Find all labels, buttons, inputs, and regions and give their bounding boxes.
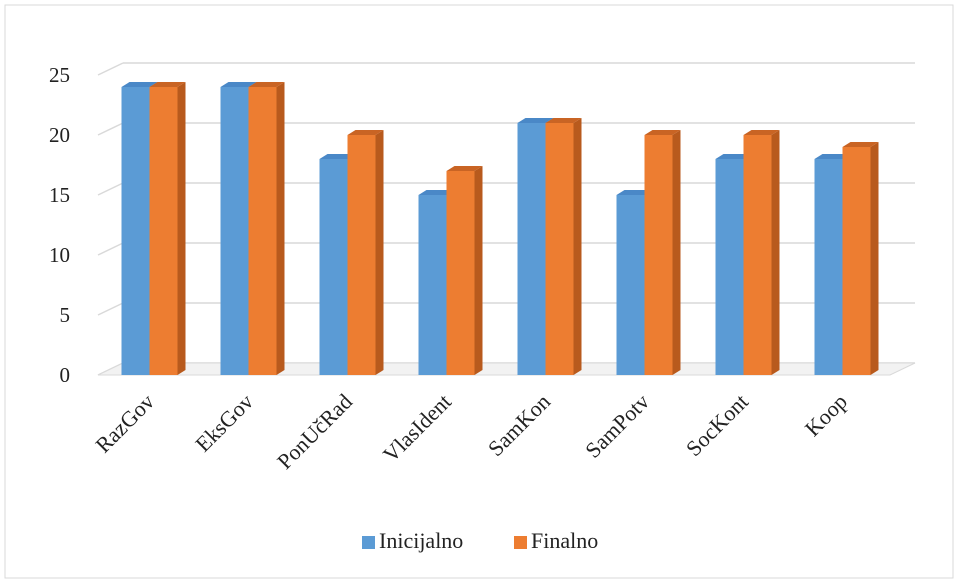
bar-top-inicijalno xyxy=(418,190,455,195)
bar-top-inicijalno xyxy=(121,82,158,87)
gridline-side xyxy=(97,122,124,136)
bar-finalno xyxy=(644,135,673,375)
bar-top-finalno xyxy=(743,130,780,135)
bar-finalno xyxy=(248,87,277,375)
bar-top-inicijalno xyxy=(319,154,356,159)
bar-inicijalno xyxy=(517,123,546,375)
x-tick-label: Koop xyxy=(800,389,852,441)
bar-side-finalno xyxy=(870,142,879,375)
legend-swatch-finalno xyxy=(514,536,527,549)
y-tick-label: 10 xyxy=(49,243,70,267)
y-tick-label: 5 xyxy=(60,303,71,327)
bar-side-finalno xyxy=(573,118,582,375)
x-tick-label: SamKon xyxy=(483,389,555,461)
bar-side-finalno xyxy=(276,82,285,375)
x-tick-label: SamPotv xyxy=(580,389,654,463)
bar-side-finalno xyxy=(474,166,483,375)
y-tick-label: 25 xyxy=(49,63,70,87)
bar-top-finalno xyxy=(842,142,879,147)
gridline-side xyxy=(97,242,124,256)
bar-top-finalno xyxy=(149,82,186,87)
bar-top-finalno xyxy=(545,118,582,123)
legend-swatch-inicijalno xyxy=(362,536,375,549)
bar-top-finalno xyxy=(446,166,483,171)
bar-top-finalno xyxy=(248,82,285,87)
bar-inicijalno xyxy=(319,159,348,375)
gridline-side xyxy=(97,182,124,196)
bar-finalno xyxy=(347,135,376,375)
bar-finalno xyxy=(149,87,178,375)
bar-top-inicijalno xyxy=(517,118,554,123)
gridline-side xyxy=(97,62,124,76)
chart-border xyxy=(4,4,954,579)
bar-inicijalno xyxy=(220,87,249,375)
x-tick-label: VlasIdent xyxy=(378,389,456,467)
x-tick-label: EksGov xyxy=(190,389,258,457)
legend-label-finalno: Finalno xyxy=(531,528,598,553)
bar-top-inicijalno xyxy=(220,82,257,87)
bar-finalno xyxy=(446,171,475,375)
bar-inicijalno xyxy=(121,87,150,375)
bar-top-inicijalno xyxy=(814,154,851,159)
gridline-side xyxy=(97,302,124,316)
bar-side-finalno xyxy=(375,130,384,375)
bar-inicijalno xyxy=(418,195,447,375)
bar-inicijalno xyxy=(814,159,843,375)
bar-finalno xyxy=(743,135,772,375)
bar-top-finalno xyxy=(644,130,681,135)
y-tick-label: 0 xyxy=(60,363,71,387)
bar-finalno xyxy=(545,123,574,375)
bar-inicijalno xyxy=(715,159,744,375)
bar-side-finalno xyxy=(672,130,681,375)
bar-side-finalno xyxy=(177,82,186,375)
x-tick-label: PonUčRad xyxy=(272,389,357,474)
bar-side-finalno xyxy=(771,130,780,375)
bar-finalno xyxy=(842,147,871,375)
x-tick-label: RazGov xyxy=(90,389,159,458)
bar-top-inicijalno xyxy=(616,190,653,195)
y-tick-label: 15 xyxy=(49,183,70,207)
legend-label-inicijalno: Inicijalno xyxy=(379,528,463,553)
x-tick-label: SocKont xyxy=(681,389,753,461)
y-tick-label: 20 xyxy=(49,123,70,147)
bar-inicijalno xyxy=(616,195,645,375)
bar-top-finalno xyxy=(347,130,384,135)
bar-top-inicijalno xyxy=(715,154,752,159)
